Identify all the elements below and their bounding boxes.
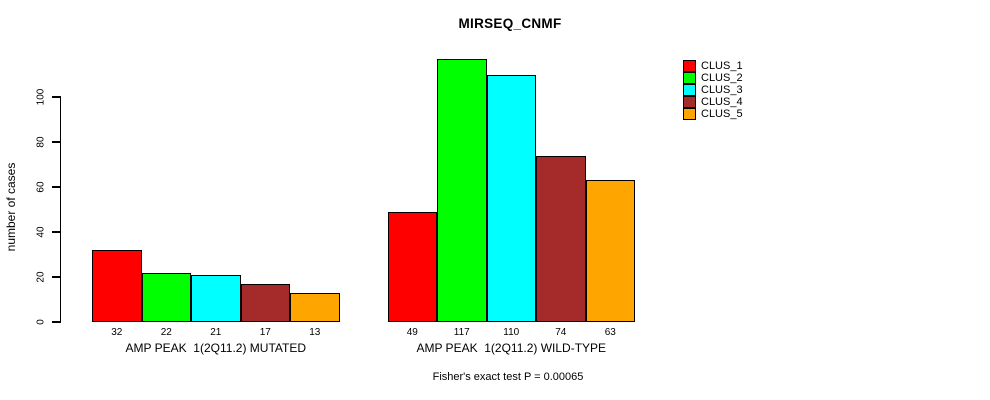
bar-clus_1-mutated (92, 250, 142, 322)
y-axis-tick-label: 100 (35, 88, 47, 106)
legend-swatch-clus_1 (683, 60, 696, 72)
y-axis (59, 96, 61, 323)
y-axis-tick (51, 321, 60, 323)
bar-value-label: 117 (453, 327, 470, 338)
legend-label: CLUS_1 (701, 60, 743, 72)
legend-swatch-clus_5 (683, 108, 696, 120)
bar-clus_2-mutated (141, 272, 191, 322)
legend-row: CLUS_5 (683, 108, 743, 120)
bar-clus_3-mutated (191, 274, 241, 322)
bar-clus_5-wildtype (585, 180, 635, 322)
bar-clus_4-mutated (240, 283, 290, 322)
y-axis-tick-label: 20 (35, 271, 47, 283)
bar-value-label: 21 (210, 327, 222, 338)
bar-clus_5-mutated (290, 292, 340, 322)
legend-label: CLUS_2 (701, 72, 743, 84)
x-axis-group-label-mutated: AMP PEAK 1(2Q11.2) MUTATED (125, 341, 307, 355)
legend-swatch-clus_4 (683, 96, 696, 108)
bar-value-label: 110 (503, 327, 520, 338)
y-axis-tick (51, 231, 60, 233)
y-axis-label: number of cases (4, 162, 18, 252)
y-axis-tick-label: 40 (35, 226, 47, 238)
bar-clus_1-wildtype (387, 211, 437, 322)
y-axis-tick-label: 60 (35, 181, 47, 193)
y-axis-tick (51, 96, 60, 98)
bar-clus_4-wildtype (536, 155, 586, 322)
legend-label: CLUS_5 (701, 108, 743, 120)
legend-row: CLUS_1 (683, 60, 743, 72)
y-axis-tick (51, 141, 60, 143)
legend-swatch-clus_2 (683, 72, 696, 84)
caption: Fisher's exact test P = 0.00065 (432, 371, 584, 383)
bar-clus_3-wildtype (486, 74, 536, 322)
bar-value-label: 32 (111, 327, 123, 338)
bar-clus_2-wildtype (437, 58, 487, 322)
bar-value-label: 74 (555, 327, 567, 338)
legend-row: CLUS_4 (683, 96, 743, 108)
legend-row: CLUS_3 (683, 84, 743, 96)
y-axis-tick-label: 0 (35, 319, 47, 325)
legend-swatch-clus_3 (683, 84, 696, 96)
bar-value-label: 22 (160, 327, 172, 338)
legend-row: CLUS_2 (683, 72, 743, 84)
y-axis-tick-label: 80 (35, 136, 47, 148)
chart-title: MIRSEQ_CNMF (458, 16, 562, 31)
legend-label: CLUS_4 (701, 96, 743, 108)
x-axis-group-label-wildtype: AMP PEAK 1(2Q11.2) WILD-TYPE (416, 341, 607, 355)
bar-value-label: 63 (604, 327, 616, 338)
legend-label: CLUS_3 (701, 84, 743, 96)
bar-value-label: 17 (259, 327, 271, 338)
legend: CLUS_1 CLUS_2 CLUS_3 CLUS_4 CLUS_5 (683, 60, 743, 120)
y-axis-tick (51, 186, 60, 188)
bar-value-label: 13 (309, 327, 321, 338)
bar-value-label: 49 (406, 327, 418, 338)
y-axis-tick (51, 276, 60, 278)
